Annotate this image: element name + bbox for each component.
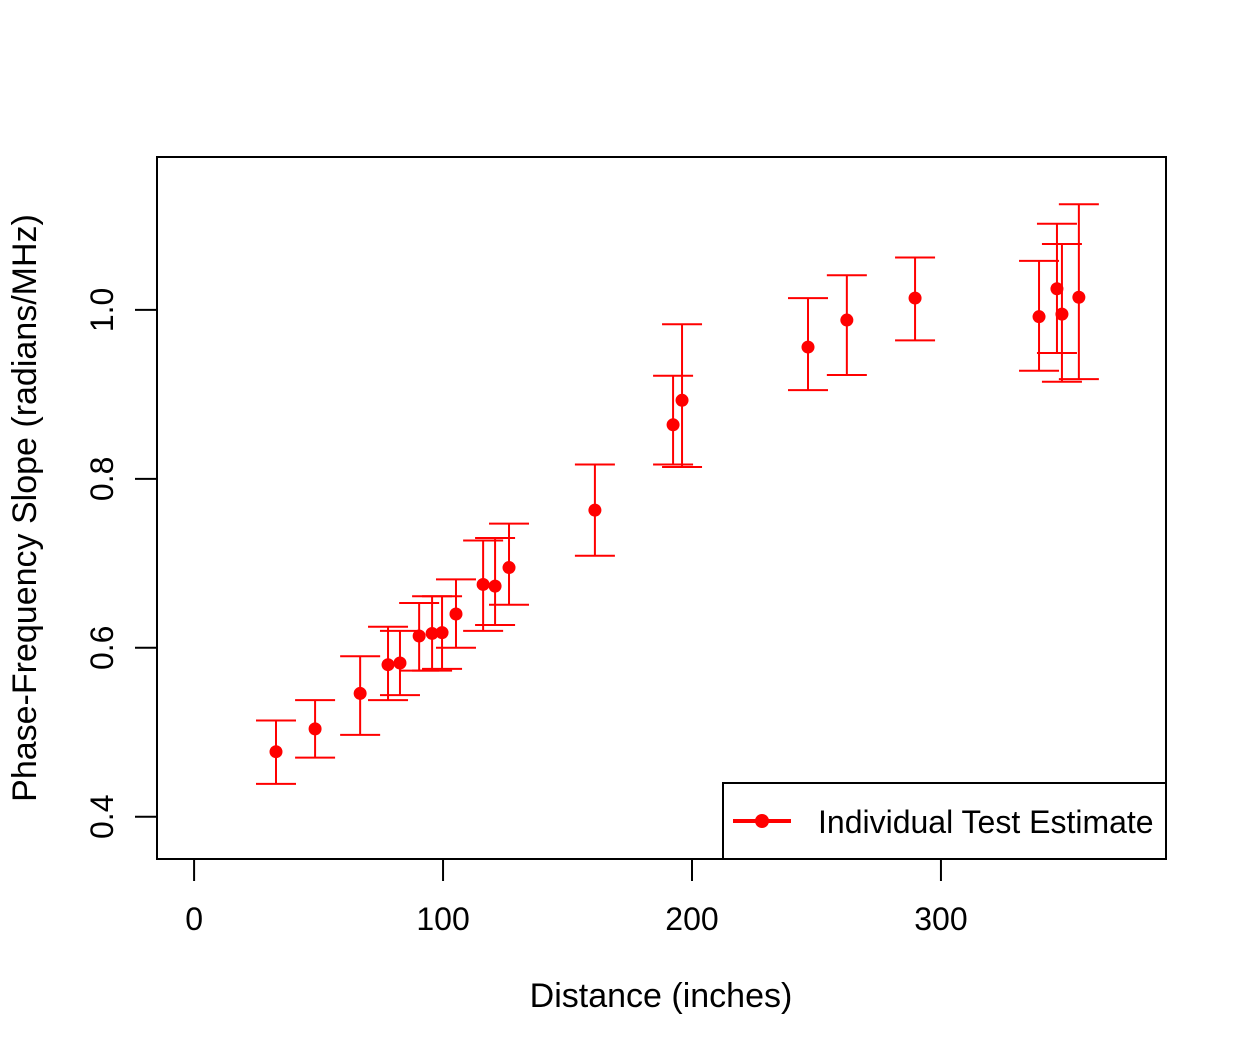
data-point (826, 274, 867, 376)
legend-label: Individual Test Estimate (818, 804, 1154, 840)
point-marker (353, 686, 367, 700)
data-point (1058, 203, 1099, 381)
data-point (368, 625, 409, 702)
point-marker (666, 418, 680, 432)
y-tick-label: 0.6 (84, 626, 120, 670)
legend-box (722, 782, 1167, 860)
x-axis-label: Distance (inches) (530, 977, 793, 1015)
data-point (295, 699, 336, 759)
point-marker (449, 607, 463, 621)
x-tick-label: 100 (416, 901, 469, 937)
data-point (788, 297, 829, 392)
point-marker (435, 626, 449, 640)
point-marker (412, 629, 426, 643)
data-point (489, 522, 530, 606)
point-marker (381, 658, 395, 672)
y-axis: 0.4 0.6 0.8 1.0 (84, 288, 158, 839)
data-point (653, 374, 694, 466)
point-marker (1032, 310, 1046, 324)
point-marker (908, 291, 922, 305)
point-marker (1050, 282, 1064, 296)
data-point (662, 323, 703, 469)
point-marker (502, 561, 516, 575)
point-marker (801, 340, 815, 354)
data-point (574, 463, 615, 557)
point-marker (675, 393, 689, 407)
point-marker (588, 503, 602, 517)
x-tick-label: 0 (185, 901, 203, 937)
point-marker (840, 313, 854, 327)
point-marker (488, 579, 502, 593)
y-tick-label: 0.4 (84, 795, 120, 839)
point-marker (308, 722, 322, 736)
data-point (340, 655, 381, 736)
point-marker (269, 745, 283, 759)
y-tick-label: 1.0 (84, 288, 120, 332)
data-point (435, 578, 476, 649)
x-axis: 0 100 200 300 (185, 858, 968, 937)
data-point (379, 629, 420, 697)
point-marker (476, 577, 490, 591)
legend: Individual Test Estimate (722, 782, 1167, 860)
point-marker (1055, 307, 1069, 321)
point-marker (425, 626, 439, 640)
y-axis-label: Phase-Frequency Slope (radians/MHz) (6, 214, 44, 802)
point-marker (393, 656, 407, 670)
y-tick-label: 0.8 (84, 457, 120, 501)
data-point (255, 719, 296, 785)
x-tick-label: 200 (665, 901, 718, 937)
plot-frame (156, 156, 1167, 860)
data-point (463, 539, 504, 632)
data-point (1019, 259, 1060, 372)
data-point (1041, 243, 1082, 383)
legend-marker (755, 814, 769, 828)
data-points (255, 203, 1099, 785)
x-tick-label: 300 (914, 901, 967, 937)
point-marker (1072, 290, 1086, 304)
data-point (1036, 222, 1077, 354)
data-point (895, 256, 936, 342)
